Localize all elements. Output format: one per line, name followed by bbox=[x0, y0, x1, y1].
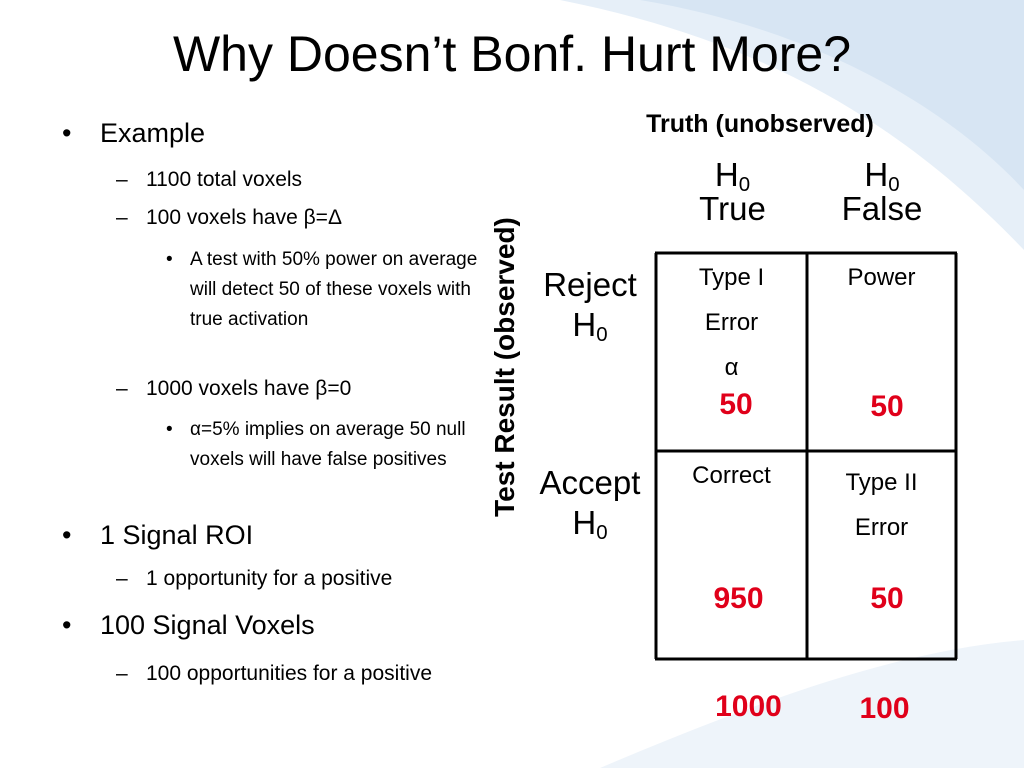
bullet-text: Example bbox=[100, 118, 206, 148]
total-h0-true: 1000 bbox=[715, 690, 782, 723]
row-header-subscript: 0 bbox=[596, 323, 608, 347]
bullet-marker: • bbox=[62, 118, 72, 148]
count-reject-false: 50 bbox=[870, 390, 904, 423]
sub-bullet-text: 100 opportunities for a positive bbox=[146, 662, 433, 685]
bullet-marker: • bbox=[166, 249, 173, 270]
cell-correct: Correct bbox=[656, 453, 807, 498]
sub-sub-bullet-text: A test with 50% power on average will de… bbox=[190, 249, 478, 330]
cell-line: Type II bbox=[845, 469, 918, 496]
col-header-symbol: H bbox=[714, 156, 739, 193]
count-accept-false: 50 bbox=[870, 582, 904, 615]
row-header-accept: Accept H0 bbox=[520, 463, 660, 543]
cell-line: α bbox=[724, 354, 739, 381]
col-header-subscript: 0 bbox=[888, 173, 900, 197]
col-header-word: False bbox=[841, 190, 923, 227]
col-header-symbol: H bbox=[864, 156, 889, 193]
row-header-symbol: H bbox=[572, 504, 597, 541]
dash-marker: – bbox=[116, 377, 128, 400]
col-header-h0-false: H0 False bbox=[808, 158, 956, 226]
cell-line: Type I bbox=[698, 264, 765, 291]
sub-bullet-text: 100 voxels have β=Δ bbox=[146, 206, 342, 229]
bullet-marker: • bbox=[62, 610, 72, 640]
sub-sub-bullet-text: α=5% implies on average 50 null voxels w… bbox=[190, 419, 466, 470]
bullet-marker: • bbox=[62, 520, 72, 550]
sub-bullet-text: 1000 voxels have β=0 bbox=[146, 377, 352, 400]
bullet-text: 1 Signal ROI bbox=[100, 520, 254, 550]
cell-line: Error bbox=[854, 514, 909, 541]
dash-marker: – bbox=[116, 662, 128, 685]
row-header-symbol: H bbox=[572, 306, 597, 343]
dash-marker: – bbox=[116, 206, 128, 229]
sub-bullet-text: 1100 total voxels bbox=[146, 168, 303, 191]
cell-type-ii-error: Type II Error bbox=[807, 460, 956, 550]
col-header-h0-true: H0 True bbox=[660, 158, 805, 226]
col-header-subscript: 0 bbox=[738, 173, 751, 197]
total-h0-false: 100 bbox=[859, 692, 910, 725]
col-header-word: True bbox=[699, 190, 766, 227]
dash-marker: – bbox=[116, 168, 128, 191]
row-header-reject: Reject H0 bbox=[520, 265, 660, 345]
truth-label: Truth (unobserved) bbox=[646, 110, 874, 138]
count-accept-true: 950 bbox=[713, 582, 764, 615]
bullet-text: 100 Signal Voxels bbox=[100, 610, 315, 640]
row-header-word: Reject bbox=[543, 266, 637, 303]
sub-bullet-text: 1 opportunity for a positive bbox=[146, 567, 393, 590]
cell-line: Power bbox=[847, 264, 916, 291]
slide-title: Why Doesn’t Bonf. Hurt More? bbox=[172, 26, 852, 82]
row-header-word: Accept bbox=[539, 464, 641, 501]
cell-line: Correct bbox=[692, 462, 771, 489]
cell-type-i-error: Type I Error α bbox=[656, 255, 807, 390]
row-header-subscript: 0 bbox=[596, 521, 608, 545]
dash-marker: – bbox=[116, 567, 128, 590]
bullet-marker: • bbox=[166, 419, 173, 440]
cell-power: Power bbox=[807, 255, 956, 300]
count-reject-true: 50 bbox=[719, 388, 753, 421]
cell-line: Error bbox=[704, 309, 759, 336]
